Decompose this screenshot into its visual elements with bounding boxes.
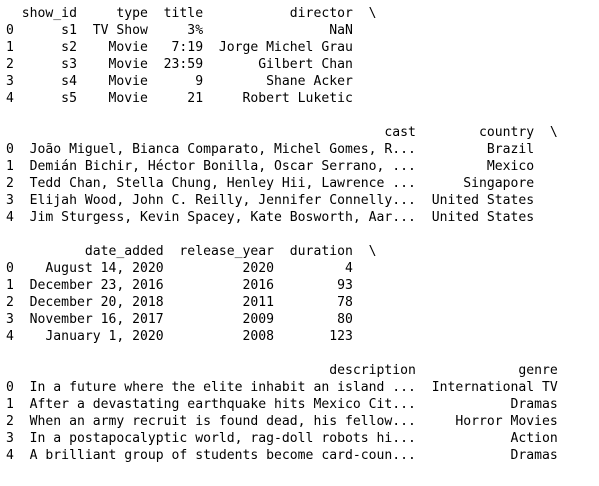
data-row: 3 Elijah Wood, John C. Reilly, Jennifer …: [6, 193, 535, 208]
data-row: 1 December 23, 2016 2016 93: [6, 278, 353, 293]
dataframe-block-2: cast country \ 0 João Miguel, Bianca Comp…: [6, 124, 558, 226]
data-row: 3 November 16, 2017 2009 80: [6, 312, 353, 327]
column-header-row: show_id type title director \: [6, 6, 377, 21]
data-row: 0 João Miguel, Bianca Comparato, Michel …: [6, 142, 535, 157]
data-row: 1 Demián Bichir, Héctor Bonilla, Oscar S…: [6, 159, 535, 174]
dataframe-block-3: date_added release_year duration \ 0 Augu…: [6, 243, 377, 345]
dataframe-block-1: show_id type title director \ 0 s1 TV Sho…: [6, 5, 377, 107]
data-row: 2 December 20, 2018 2011 78: [6, 295, 353, 310]
data-row: 4 Jim Sturgess, Kevin Spacey, Kate Boswo…: [6, 210, 535, 225]
data-row: 0 s1 TV Show 3% NaN: [6, 23, 353, 38]
dataframe-block-4: description genre 0 In a future where the…: [6, 362, 558, 464]
data-row: 4 January 1, 2020 2008 123: [6, 329, 353, 344]
data-row: 3 s4 Movie 9 Shane Acker: [6, 74, 353, 89]
data-row: 2 Tedd Chan, Stella Chung, Henley Hii, L…: [6, 176, 535, 191]
data-row: 0 In a future where the elite inhabit an…: [6, 380, 558, 395]
column-header-row: description genre: [6, 363, 558, 378]
data-row: 0 August 14, 2020 2020 4: [6, 261, 353, 276]
column-header-row: date_added release_year duration \: [6, 244, 377, 259]
data-row: 4 s5 Movie 21 Robert Luketic: [6, 91, 353, 106]
data-row: 2 s3 Movie 23:59 Gilbert Chan: [6, 57, 353, 72]
data-row: 1 After a devastating earthquake hits Me…: [6, 397, 558, 412]
data-row: 3 In a postapocalyptic world, rag-doll r…: [6, 431, 558, 446]
data-row: 4 A brilliant group of students become c…: [6, 448, 558, 463]
data-row: 1 s2 Movie 7:19 Jorge Michel Grau: [6, 40, 353, 55]
column-header-row: cast country \: [6, 125, 558, 140]
data-row: 2 When an army recruit is found dead, hi…: [6, 414, 558, 429]
